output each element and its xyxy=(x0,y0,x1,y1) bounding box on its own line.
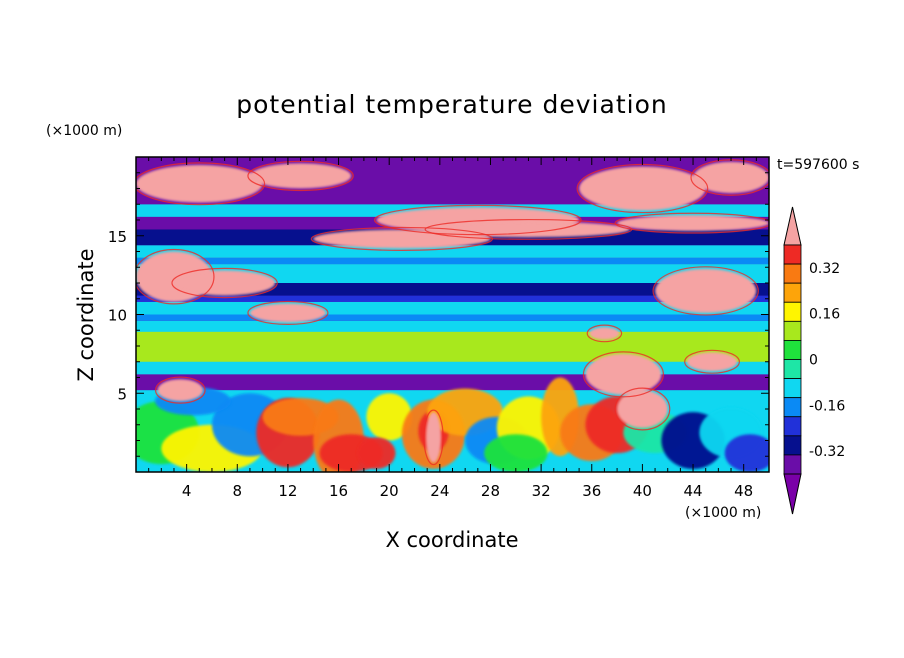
field-fringe xyxy=(586,324,623,343)
field-patch xyxy=(427,221,630,238)
x-tick-label: 44 xyxy=(683,482,702,500)
x-tick-label: 20 xyxy=(380,482,399,500)
colorbar-tick-label: 0.32 xyxy=(809,261,840,277)
field-band xyxy=(136,283,769,296)
colorbar-band xyxy=(783,320,802,341)
field-patch xyxy=(655,268,757,313)
field-patch xyxy=(579,166,706,211)
y-tick-label: 15 xyxy=(108,228,127,246)
field-patch xyxy=(617,215,769,232)
field-fringe xyxy=(247,300,329,325)
colorbar-band xyxy=(783,340,802,360)
field-patch xyxy=(425,412,442,463)
field-fringe xyxy=(424,218,633,240)
y-axis-label: Z coordinate xyxy=(74,248,98,381)
colorbar-tick-label: 0 xyxy=(809,353,818,369)
colorbar-band xyxy=(783,244,802,265)
colorbar-band xyxy=(783,454,802,475)
field-fringe xyxy=(614,212,769,234)
field-fringe xyxy=(684,349,740,374)
field-patch xyxy=(157,379,204,402)
colorbar-band xyxy=(783,263,802,284)
field-fringe xyxy=(582,351,664,398)
field-band xyxy=(136,374,769,391)
x-tick-label: 28 xyxy=(481,482,500,500)
y-unit-label: (×1000 m) xyxy=(46,123,122,139)
colorbar-tick-label: -0.32 xyxy=(809,444,845,460)
x-tick-label: 4 xyxy=(182,482,192,500)
field-band xyxy=(136,320,769,332)
colorbar-band xyxy=(783,301,802,322)
field-fringe xyxy=(614,387,671,431)
field-fringe xyxy=(171,267,278,299)
colorbar: 0.32 0.16 0 -0.16 -0.32 xyxy=(783,206,845,515)
colorbar-tick-label: 0.16 xyxy=(809,307,840,323)
x-tick-label: 32 xyxy=(532,482,551,500)
field-fringe xyxy=(247,160,354,192)
x-tick-label: 16 xyxy=(329,482,348,500)
colorbar-band xyxy=(783,397,802,418)
colorbar-band xyxy=(783,282,802,303)
x-tick-label: 36 xyxy=(582,482,601,500)
field-patch xyxy=(484,434,548,472)
field-patch xyxy=(249,303,326,323)
field-patch xyxy=(366,393,412,441)
colorbar-band xyxy=(783,435,802,456)
field-patch xyxy=(173,270,276,296)
plot-area xyxy=(136,157,769,472)
colorbar-tick-label: -0.16 xyxy=(809,398,845,414)
field-features xyxy=(136,159,769,472)
x-axis: 4 8 12 16 20 24 28 32 36 40 44 48 xyxy=(148,157,757,500)
field-band xyxy=(136,245,769,258)
x-tick-label: 48 xyxy=(734,482,753,500)
field-band xyxy=(136,330,769,362)
field-patch xyxy=(589,327,620,340)
field-patch xyxy=(686,352,738,372)
colorbar-band xyxy=(783,359,802,379)
field-band xyxy=(136,314,769,321)
field-fringe xyxy=(373,204,582,236)
colorbar-band xyxy=(783,378,802,399)
x-tick-label: 24 xyxy=(430,482,449,500)
y-axis: 5 10 15 xyxy=(108,172,769,457)
field-fringe xyxy=(423,409,444,466)
field-patch xyxy=(724,434,769,472)
field-band xyxy=(136,264,769,283)
field-patch xyxy=(357,437,396,469)
colorbar-bottom-arrow xyxy=(783,473,802,515)
chart-title: potential temperature deviation xyxy=(236,90,667,119)
colorbar-top-arrow xyxy=(783,206,802,246)
field-patch xyxy=(249,163,352,189)
field-patch xyxy=(585,353,662,395)
field-patch xyxy=(693,161,769,194)
field-fringe xyxy=(652,266,759,316)
field-fringe xyxy=(136,162,266,206)
x-axis-label: X coordinate xyxy=(385,528,518,552)
field-patch xyxy=(617,390,668,428)
field-band xyxy=(136,257,769,265)
field-fringe xyxy=(136,248,215,305)
field-band xyxy=(136,295,769,302)
field-fringe xyxy=(154,376,206,404)
colorbar-band xyxy=(783,416,802,437)
y-tick-label: 10 xyxy=(108,307,127,325)
x-tick-label: 8 xyxy=(233,482,243,500)
time-label: t=597600 s xyxy=(777,157,859,173)
x-tick-label: 12 xyxy=(278,482,297,500)
field-patch xyxy=(136,164,263,203)
y-tick-label: 5 xyxy=(117,385,127,403)
x-unit-label: (×1000 m) xyxy=(685,505,761,521)
x-tick-label: 40 xyxy=(633,482,652,500)
